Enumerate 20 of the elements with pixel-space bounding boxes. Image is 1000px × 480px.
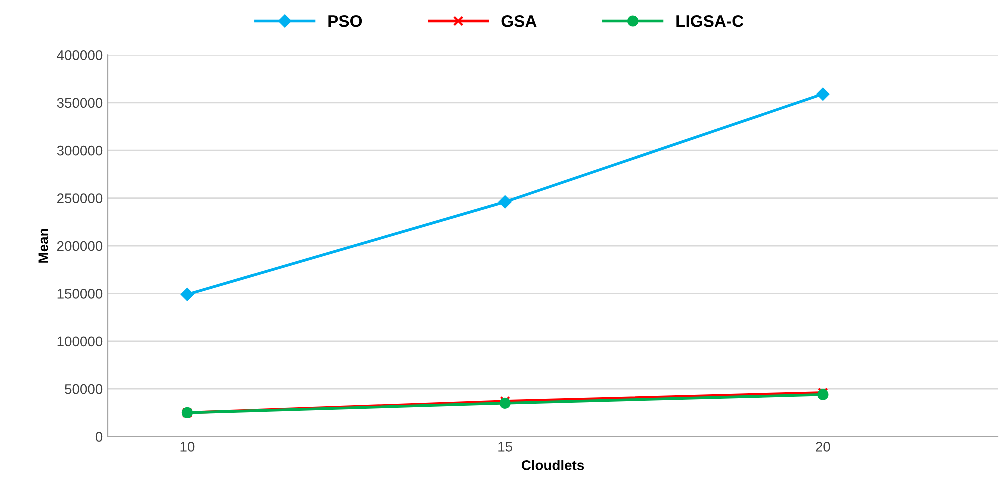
y-tick-label: 200000 — [57, 241, 103, 252]
point — [498, 196, 512, 209]
y-tick-label: 350000 — [57, 98, 103, 108]
y-tick-label: 0 — [96, 432, 103, 442]
y-tick-label: 250000 — [57, 194, 103, 204]
x-tick-label: 15 — [498, 442, 512, 452]
x-tick-label: 10 — [180, 442, 195, 452]
legend-label: GSA — [502, 15, 537, 28]
y-tick-label: 150000 — [58, 289, 103, 299]
y-tick-label: 300000 — [57, 146, 103, 156]
x-tick-label: 20 — [816, 442, 830, 452]
y-tick-label: 50000 — [65, 384, 103, 394]
legend-label: LIGSA-C — [676, 15, 744, 28]
point — [180, 288, 194, 302]
y-tick-label: 100000 — [58, 336, 103, 347]
x-axis-title: Cloudlets — [522, 460, 584, 470]
legend-label: PSO — [328, 15, 362, 28]
y-axis-title: Mean — [38, 229, 48, 263]
y-tick-label: 400000 — [57, 50, 103, 60]
point — [816, 88, 830, 101]
